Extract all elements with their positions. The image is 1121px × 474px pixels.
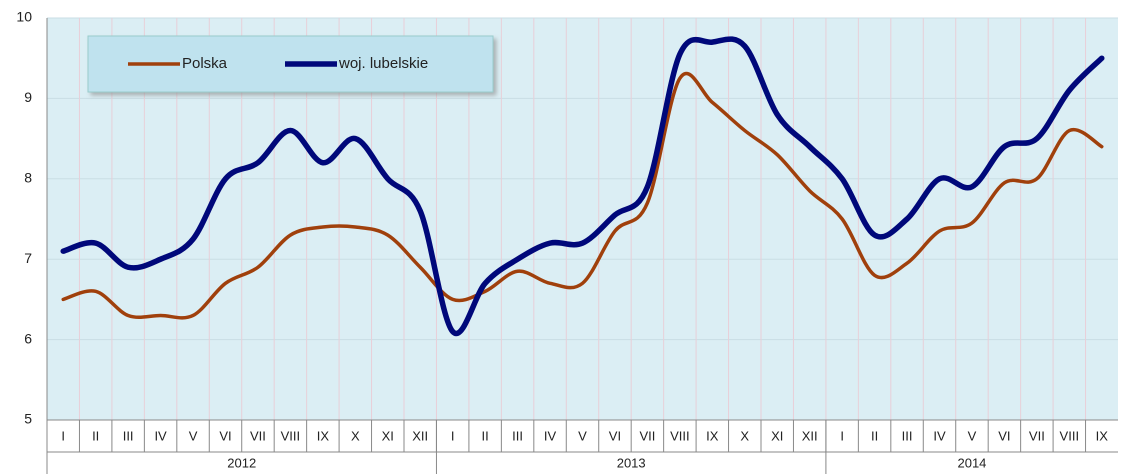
x-tick-label: III — [902, 428, 913, 443]
x-tick-label: IV — [544, 428, 557, 443]
x-tick-label: VIII — [1060, 428, 1080, 443]
x-tick-label: IV — [933, 428, 946, 443]
x-tick-label: VI — [998, 428, 1010, 443]
series-line — [61, 71, 1104, 320]
x-tick-label: VII — [1029, 428, 1045, 443]
x-tick-label: XI — [771, 428, 783, 443]
x-tick-label: VI — [219, 428, 231, 443]
y-tick-label: 6 — [24, 330, 32, 346]
x-tick-label: XII — [802, 428, 818, 443]
x-tick-label: XII — [412, 428, 428, 443]
year-label: 2012 — [227, 455, 256, 470]
x-tick-label: VII — [250, 428, 266, 443]
x-tick-label: XI — [382, 428, 394, 443]
x-tick-label: IX — [1096, 428, 1109, 443]
year-label: 2014 — [957, 455, 986, 470]
legend-label: woj. lubelskie — [338, 55, 428, 72]
y-tick-label: 8 — [24, 170, 32, 186]
series-line — [60, 36, 1105, 337]
x-tick-label: VIII — [670, 428, 690, 443]
x-tick-label: I — [61, 428, 65, 443]
x-tick-label: V — [578, 428, 587, 443]
legend-label: Polska — [182, 55, 228, 72]
y-tick-label: 10 — [16, 9, 32, 25]
x-tick-label: II — [871, 428, 878, 443]
x-tick-label: I — [840, 428, 844, 443]
x-tick-label: II — [92, 428, 99, 443]
x-tick-label: VII — [639, 428, 655, 443]
x-tick-label: V — [189, 428, 198, 443]
x-tick-label: II — [482, 428, 489, 443]
x-tick-label: X — [351, 428, 360, 443]
x-tick-label: IV — [154, 428, 167, 443]
x-tick-label: III — [512, 428, 523, 443]
x-tick-label: IX — [317, 428, 330, 443]
y-tick-label: 9 — [24, 89, 32, 105]
x-tick-label: V — [968, 428, 977, 443]
x-tick-label: VIII — [281, 428, 301, 443]
y-tick-label: 5 — [24, 411, 32, 427]
x-tick-label: VI — [609, 428, 621, 443]
x-tick-label: IX — [706, 428, 719, 443]
y-tick-label: 7 — [24, 250, 32, 266]
year-label: 2013 — [617, 455, 646, 470]
x-tick-label: I — [451, 428, 455, 443]
x-tick-label: III — [123, 428, 134, 443]
x-tick-label: X — [740, 428, 749, 443]
